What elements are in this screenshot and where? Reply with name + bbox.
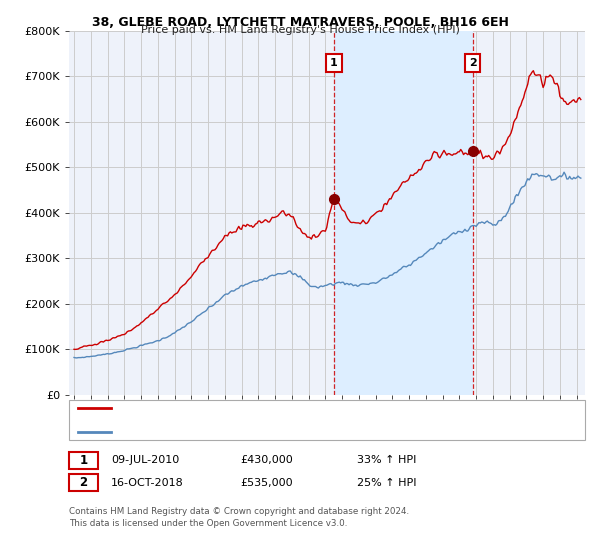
Text: £430,000: £430,000 [240,455,293,465]
Text: 38, GLEBE ROAD, LYTCHETT MATRAVERS, POOLE, BH16 6EH (detached house): 38, GLEBE ROAD, LYTCHETT MATRAVERS, POOL… [117,403,505,413]
Text: 1: 1 [330,58,338,68]
Text: 25% ↑ HPI: 25% ↑ HPI [357,478,416,488]
Text: Contains HM Land Registry data © Crown copyright and database right 2024.
This d: Contains HM Land Registry data © Crown c… [69,507,409,528]
Text: £535,000: £535,000 [240,478,293,488]
Text: HPI: Average price, detached house, Dorset: HPI: Average price, detached house, Dors… [117,427,335,437]
Text: 33% ↑ HPI: 33% ↑ HPI [357,455,416,465]
Text: Price paid vs. HM Land Registry's House Price Index (HPI): Price paid vs. HM Land Registry's House … [140,25,460,35]
Text: 38, GLEBE ROAD, LYTCHETT MATRAVERS, POOLE, BH16 6EH: 38, GLEBE ROAD, LYTCHETT MATRAVERS, POOL… [92,16,508,29]
Text: 1: 1 [79,454,88,467]
Text: 09-JUL-2010: 09-JUL-2010 [111,455,179,465]
Text: 2: 2 [79,476,88,489]
Bar [334,31,473,395]
Text: 16-OCT-2018: 16-OCT-2018 [111,478,184,488]
Text: 2: 2 [469,58,476,68]
